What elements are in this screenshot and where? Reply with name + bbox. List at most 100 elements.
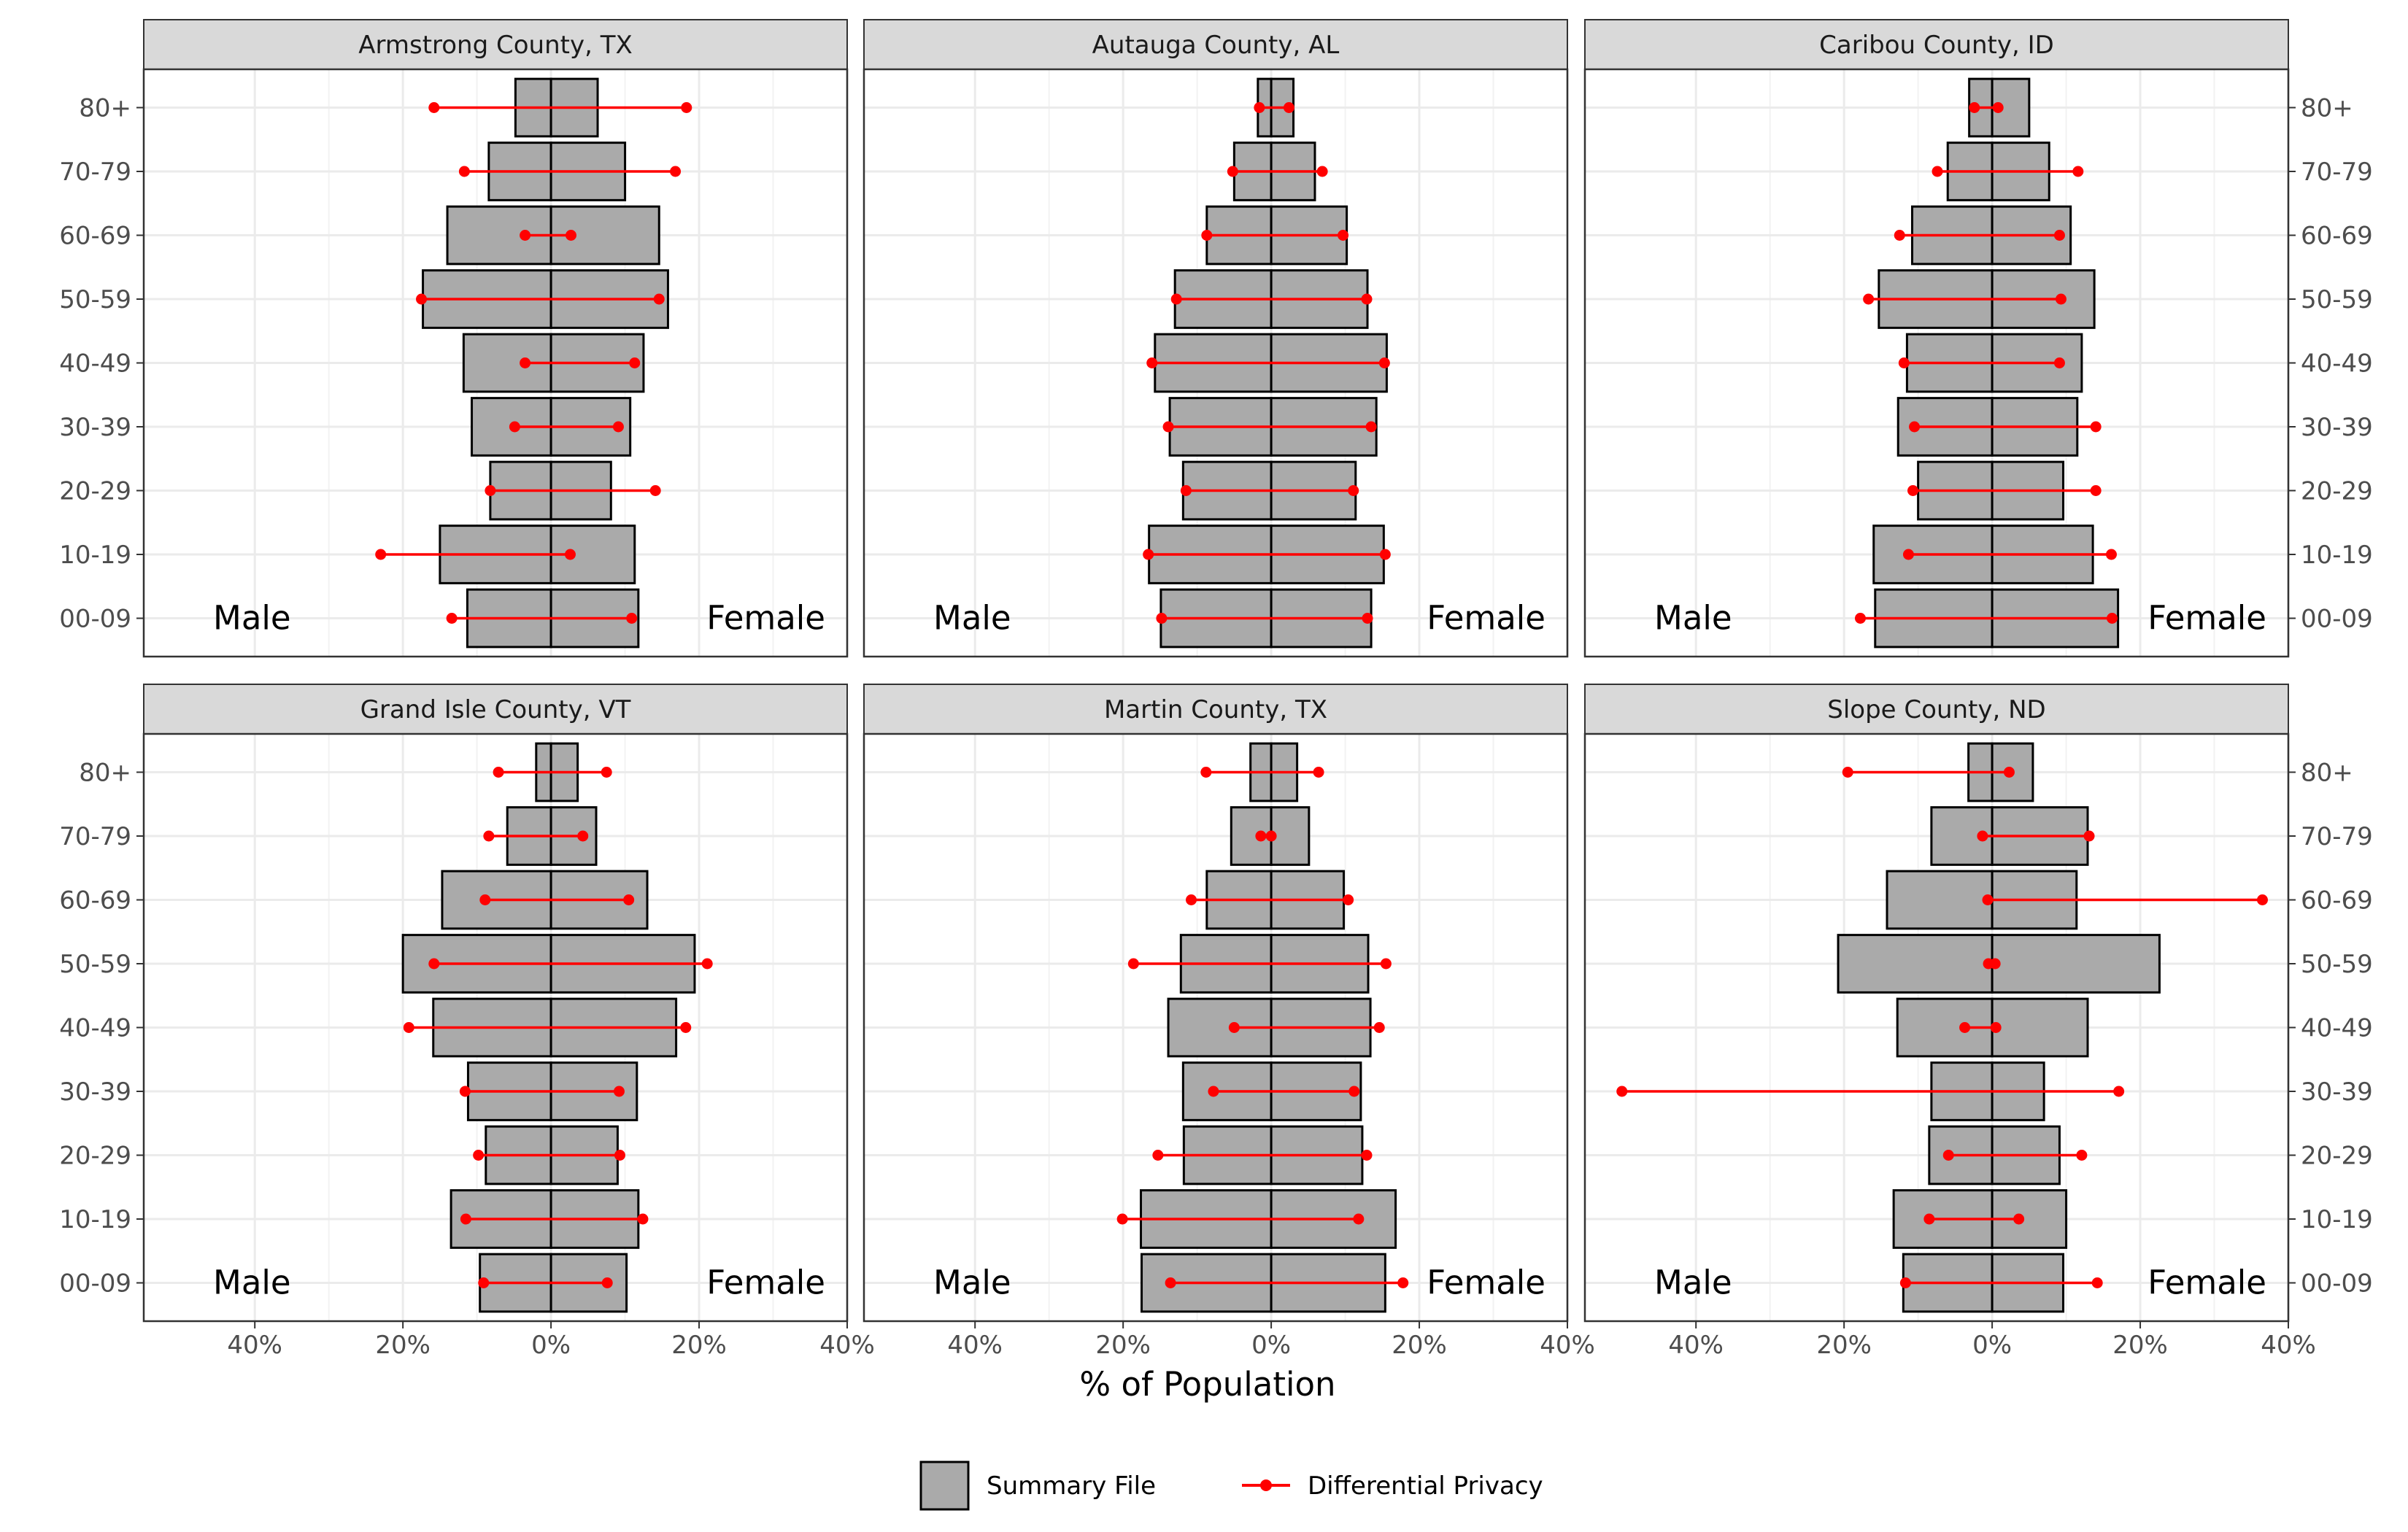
dp-point-female-20-29 (649, 485, 661, 496)
dp-point-male-00-09 (478, 1277, 490, 1288)
y-tick-label-80+: 80+ (79, 759, 131, 788)
dp-point-female-70-79 (2083, 830, 2095, 842)
dp-point-female-80+ (1283, 102, 1294, 113)
y-tick-label-50-59: 50-59 (59, 950, 131, 979)
y-tick-label-40-49: 40-49 (59, 349, 131, 379)
female-label: Female (706, 599, 825, 638)
dp-point-female-20-29 (2076, 1150, 2088, 1161)
dp-point-male-80+ (1969, 102, 1980, 113)
dp-point-female-70-79 (670, 166, 682, 177)
dp-point-female-20-29 (1361, 1150, 1373, 1161)
dp-point-female-80+ (2003, 767, 2015, 778)
dp-point-male-20-29 (1152, 1150, 1164, 1161)
legend-key-summary-file (919, 1461, 970, 1511)
dp-point-male-10-19 (1116, 1213, 1128, 1225)
male-label: Male (1654, 1264, 1732, 1302)
dp-point-female-30-39 (2113, 1086, 2125, 1097)
dp-point-male-70-79 (1932, 166, 1943, 177)
dp-point-male-40-49 (1146, 357, 1158, 368)
x-tick-label: 40% (947, 1331, 1003, 1360)
dp-point-male-70-79 (1255, 830, 1267, 842)
y-tick-label-00-09: 00-09 (59, 1269, 131, 1299)
bar-male-50-59 (1837, 934, 1994, 994)
dp-point-male-20-29 (1907, 485, 1919, 496)
facet-title: Caribou County, ID (1819, 31, 2054, 60)
dp-point-male-00-09 (1899, 1277, 1911, 1288)
panel-armstrong-county-tx: Armstrong County, TX Male Female 00-09 10-19… (59, 19, 849, 658)
dp-point-female-60-69 (1338, 230, 1349, 241)
female-label: Female (2147, 599, 2266, 638)
dp-point-male-00-09 (1165, 1277, 1176, 1288)
y-tick-label-50-59: 50-59 (2301, 285, 2373, 314)
x-tick-label: 20% (375, 1331, 431, 1360)
dp-point-female-10-19 (2105, 549, 2117, 560)
dp-point-male-50-59 (1127, 958, 1139, 970)
dp-point-female-60-69 (1343, 894, 1354, 905)
y-tick-label-30-39: 30-39 (2301, 413, 2373, 442)
dp-point-male-80+ (1842, 767, 1853, 778)
dp-point-male-70-79 (1977, 830, 1988, 842)
y-tick-label-20-29: 20-29 (59, 1142, 131, 1171)
dp-point-male-20-29 (1942, 1150, 1954, 1161)
x-tick-label: 0% (1251, 1331, 1291, 1360)
dp-point-male-80+ (1254, 102, 1265, 113)
dp-point-female-80+ (681, 102, 692, 113)
dp-point-male-70-79 (1227, 166, 1238, 177)
dp-point-female-00-09 (626, 613, 638, 624)
dp-point-male-60-69 (1201, 230, 1213, 241)
panel-caribou-county-id: Caribou County, ID Male Female 00-09 10-19 20… (1583, 19, 2373, 658)
dp-point-female-10-19 (1379, 549, 1391, 560)
dp-point-male-00-09 (1854, 613, 1866, 624)
x-axis-title: % of Population (1079, 1365, 1335, 1404)
y-tick-label-10-19: 10-19 (59, 1205, 131, 1234)
dp-point-female-60-69 (2053, 230, 2065, 241)
dp-point-female-10-19 (637, 1213, 649, 1225)
male-label: Male (933, 599, 1011, 638)
dp-point-male-50-59 (416, 293, 428, 305)
male-label: Male (933, 1264, 1011, 1302)
dp-point-male-20-29 (473, 1150, 485, 1161)
x-tick-label: 20% (1392, 1331, 1447, 1360)
y-tick-label-10-19: 10-19 (59, 541, 131, 570)
dp-point-male-60-69 (479, 894, 491, 905)
dp-point-female-70-79 (577, 830, 589, 842)
panel-martin-county-tx: Martin County, TX Male Female 40% 20% 0% 20% 40… (863, 684, 1595, 1360)
y-tick-label-70-79: 70-79 (2301, 158, 2373, 187)
y-tick-label-40-49: 40-49 (2301, 349, 2373, 379)
dp-point-female-30-39 (1348, 1086, 1360, 1097)
dp-point-male-30-39 (1208, 1086, 1219, 1097)
bar-male-60-69 (1886, 870, 1994, 930)
dp-point-male-20-29 (485, 485, 496, 496)
y-tick-label-80+: 80+ (2301, 94, 2353, 123)
dp-point-male-40-49 (403, 1022, 414, 1033)
legend-key-differential-privacy-point (1260, 1479, 1272, 1491)
panel-grand-isle-county-vt: Grand Isle County, VT Male Female 00-09 10-1… (59, 684, 875, 1360)
dp-point-female-30-39 (2090, 421, 2102, 433)
dp-point-male-60-69 (1982, 894, 1994, 905)
dp-point-male-10-19 (1902, 549, 1914, 560)
x-tick-label: 20% (1816, 1331, 1872, 1360)
dp-point-female-00-09 (2106, 613, 2118, 624)
dp-point-male-30-39 (1616, 1086, 1628, 1097)
dp-point-female-30-39 (613, 1086, 625, 1097)
dp-point-male-20-29 (1180, 485, 1192, 496)
dp-point-female-50-59 (653, 293, 665, 305)
facet-strip (863, 684, 1568, 735)
dp-point-female-40-49 (1378, 357, 1390, 368)
x-tick-label: 0% (1972, 1331, 2012, 1360)
facet-strip (1584, 19, 2289, 70)
female-label: Female (706, 1264, 825, 1302)
y-tick-label-40-49: 40-49 (59, 1014, 131, 1043)
dp-point-female-40-49 (1373, 1022, 1385, 1033)
x-tick-label: 40% (1540, 1331, 1595, 1360)
x-tick-label: 40% (227, 1331, 282, 1360)
panel-slope-county-nd: Slope County, ND Male Female 00-09 10-19 20-2… (1583, 684, 2373, 1360)
female-label: Female (1427, 1264, 1545, 1302)
x-tick-label: 20% (671, 1331, 727, 1360)
facet-strip (143, 19, 848, 70)
y-tick-label-00-09: 00-09 (2301, 1269, 2373, 1299)
dp-point-female-80+ (1313, 767, 1324, 778)
y-tick-label-70-79: 70-79 (59, 158, 131, 187)
y-tick-label-50-59: 50-59 (59, 285, 131, 314)
dp-point-male-60-69 (520, 230, 531, 241)
